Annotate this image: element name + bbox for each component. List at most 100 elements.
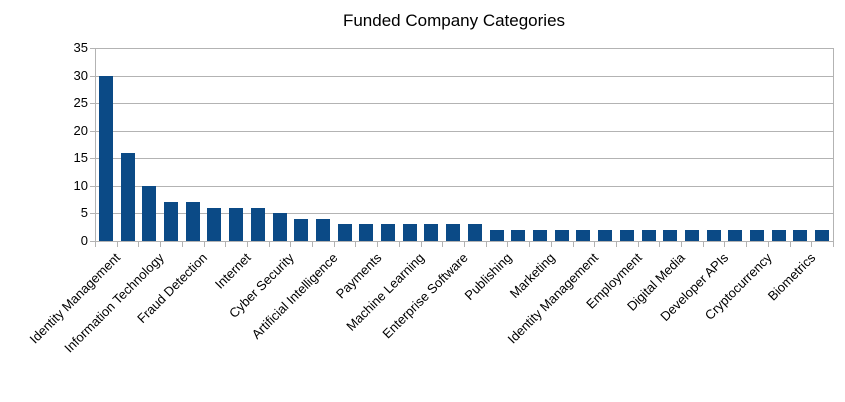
bar	[706, 229, 721, 241]
bar	[663, 229, 678, 241]
y-axis-tick	[90, 130, 95, 132]
x-axis-tick	[95, 242, 96, 247]
x-axis-tick	[615, 242, 617, 247]
x-axis-tick	[724, 242, 726, 247]
x-axis-tick	[464, 242, 465, 247]
x-axis-tick	[290, 242, 292, 247]
x-axis-tick	[225, 242, 227, 247]
y-axis-tick	[90, 213, 95, 215]
x-axis-tick	[333, 242, 335, 247]
x-axis-label: Enterprise Software	[379, 250, 471, 342]
plot-right-border	[833, 48, 834, 241]
x-axis-line	[95, 241, 834, 242]
x-axis-tick	[507, 242, 509, 247]
bar	[554, 229, 569, 241]
x-axis-tick	[203, 242, 205, 247]
y-axis-tick	[90, 75, 95, 77]
x-axis-tick	[377, 242, 379, 247]
bar	[120, 152, 135, 241]
x-axis-tick	[659, 242, 661, 247]
bar	[619, 229, 634, 241]
y-axis-label: 30	[73, 67, 88, 83]
chart-title: Funded Company Categories	[342, 11, 566, 30]
bar	[315, 218, 330, 241]
y-axis-tick	[90, 185, 95, 187]
bar	[511, 229, 526, 241]
y-gridline	[95, 158, 833, 160]
bar	[793, 229, 808, 241]
x-axis-tick	[246, 242, 248, 247]
y-axis-tick	[90, 158, 95, 160]
x-axis-tick	[442, 242, 444, 247]
bar	[815, 229, 830, 241]
bar	[424, 224, 439, 241]
bar	[489, 229, 504, 241]
x-axis-tick	[550, 242, 552, 247]
x-axis-label: Artificial Intelligence	[248, 250, 341, 342]
x-axis-tick	[485, 242, 487, 247]
x-axis-tick	[767, 242, 769, 247]
x-axis-tick	[746, 242, 748, 247]
x-axis-tick	[398, 242, 400, 247]
bar	[576, 229, 591, 241]
bar	[532, 229, 547, 241]
bar	[641, 229, 656, 241]
bar	[250, 207, 265, 241]
bar	[771, 229, 786, 241]
bar	[359, 224, 374, 241]
x-axis-tick	[312, 242, 314, 247]
bar	[467, 224, 482, 241]
y-gridline	[95, 103, 833, 105]
y-axis-tick	[90, 48, 95, 49]
x-axis-tick	[355, 242, 357, 247]
x-axis-tick	[138, 242, 140, 247]
y-axis-tick	[90, 103, 95, 105]
bar	[684, 229, 699, 241]
bar	[142, 185, 157, 241]
x-axis-tick	[637, 242, 639, 247]
bar	[272, 213, 287, 241]
bar	[381, 224, 396, 241]
bar	[446, 224, 461, 241]
bar	[337, 224, 352, 241]
bar	[598, 229, 613, 241]
x-axis-tick	[116, 242, 118, 247]
x-axis-tick	[702, 242, 704, 247]
x-axis-tick	[181, 242, 183, 247]
x-axis-tick	[594, 242, 596, 247]
x-axis-tick	[160, 242, 162, 247]
y-axis-tick	[90, 241, 95, 242]
x-axis-tick	[572, 242, 574, 247]
y-axis-label: 10	[73, 177, 88, 193]
y-axis-label: 20	[73, 122, 88, 138]
x-axis-label: Machine Learning	[343, 250, 428, 334]
x-axis-tick	[789, 242, 791, 247]
bar	[163, 202, 178, 241]
bar	[207, 207, 222, 241]
y-gridline	[95, 130, 833, 132]
bar	[229, 207, 244, 241]
y-gridline	[95, 185, 833, 187]
bar	[185, 202, 200, 241]
x-axis-tick	[833, 242, 834, 247]
y-axis-label: 15	[73, 150, 88, 166]
y-axis-label: 25	[73, 95, 88, 111]
y-axis-label: 0	[80, 233, 88, 248]
y-axis-label: 5	[80, 205, 88, 221]
y-axis-label: 35	[73, 40, 88, 55]
y-gridline	[95, 75, 833, 77]
bar	[294, 218, 309, 241]
x-axis-tick	[811, 242, 813, 247]
bar	[728, 229, 743, 241]
x-axis-tick	[681, 242, 683, 247]
y-gridline	[95, 213, 833, 215]
x-axis-tick	[268, 242, 270, 247]
x-axis-tick	[420, 242, 422, 247]
y-axis-line	[95, 48, 96, 241]
bar	[402, 224, 417, 241]
x-axis-label: Internet	[211, 250, 254, 292]
x-axis-tick	[529, 242, 531, 247]
y-gridline	[95, 48, 833, 49]
bar	[750, 229, 765, 241]
